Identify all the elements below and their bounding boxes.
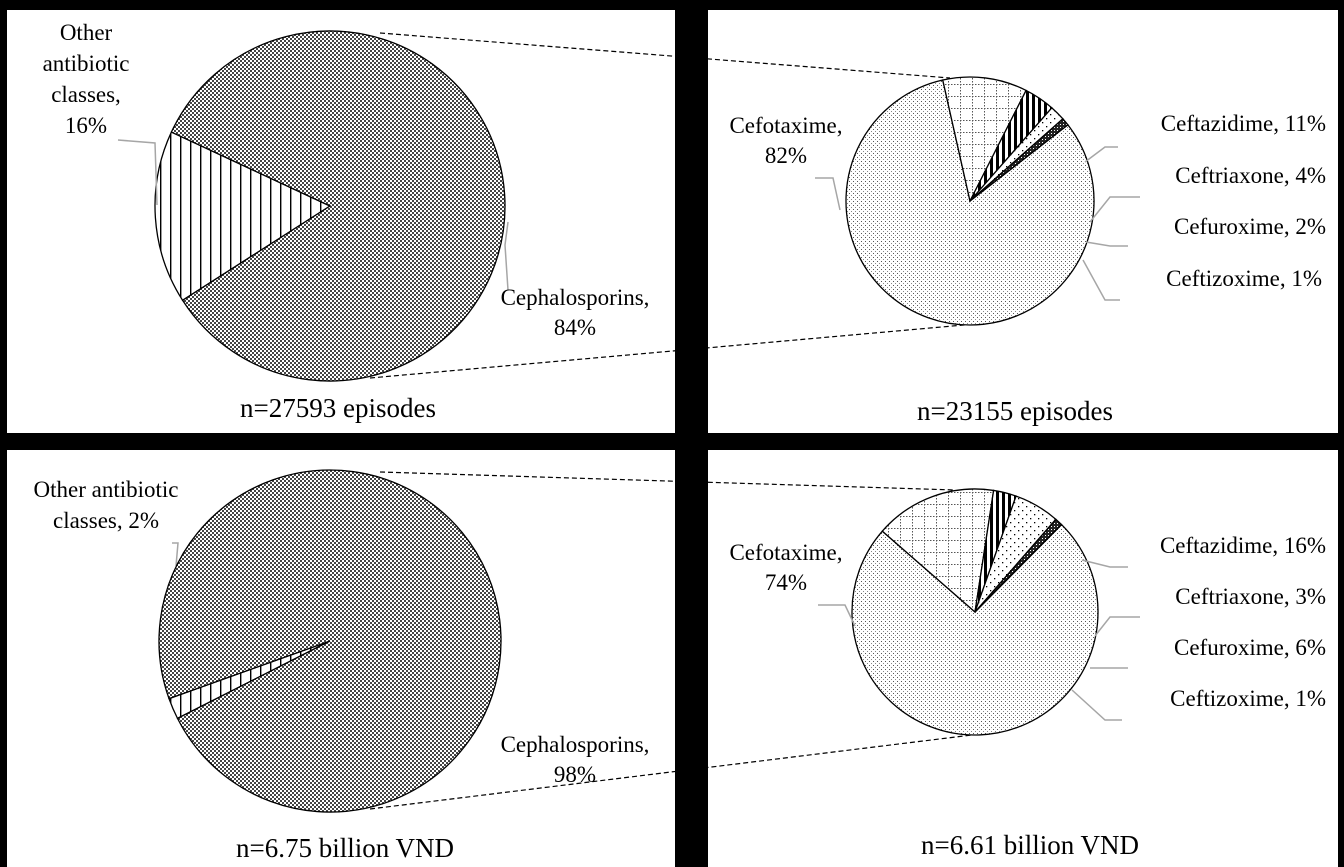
leader-line: [1082, 259, 1120, 301]
connector-dashed-line: [379, 32, 951, 79]
pie-chart-1: Other antibiotic classes, 16% Cephalosporins…: [43, 20, 650, 423]
pie-slice: [851, 523, 1099, 736]
connector-dashed-line: [369, 323, 976, 379]
leader-line: [815, 177, 841, 211]
leader-line: [818, 604, 856, 627]
slice-label: Ceftriaxone, 3%: [1175, 584, 1326, 609]
pie-slice: [974, 518, 1063, 613]
chart-caption: n=27593 episodes: [240, 393, 436, 423]
pie-slice: [170, 30, 506, 382]
slice-label: Other antibiotic classes, 16%: [43, 20, 130, 138]
slice-label: Cefotaxime, 82%: [729, 113, 842, 168]
connector-dashed-line: [379, 471, 956, 491]
leader-line: [1081, 559, 1128, 568]
leader-line: [1071, 689, 1122, 721]
pie-slice: [154, 131, 332, 302]
pie-slice: [158, 469, 502, 813]
leader-line: [1089, 196, 1140, 223]
connector-dashed-line: [369, 733, 981, 810]
pie-chart-4: Cefotaxime, 74% Ceftazidime, 16% Ceftriaxon…: [729, 488, 1326, 860]
leader-line: [1085, 241, 1128, 247]
leader-line: [172, 542, 179, 567]
leader-line: [117, 139, 158, 206]
slice-label: Ceftizoxime, 1%: [1166, 266, 1322, 291]
chart-caption: n=6.75 billion VND: [236, 833, 454, 863]
leader-line: [504, 221, 509, 291]
leader-line: [1094, 616, 1140, 637]
leader-line: [1084, 146, 1118, 163]
pie-slice: [941, 76, 1027, 203]
slice-label: Cefuroxime, 6%: [1174, 635, 1326, 660]
slice-label: Ceftizoxime, 1%: [1170, 686, 1326, 711]
slice-label: Other antibiotic classes, 2%: [34, 477, 179, 533]
slice-label: Cephalosporins, 98%: [501, 732, 650, 787]
pie-slice: [969, 117, 1069, 202]
slice-label: Ceftazidime, 16%: [1160, 533, 1326, 558]
pie-chart-3: Other antibiotic classes, 2% Cephalosporin…: [34, 469, 650, 863]
slice-label: Cephalosporins, 84%: [501, 285, 650, 340]
chart-caption: n=6.61 billion VND: [921, 830, 1139, 860]
chart-caption: n=23155 episodes: [917, 396, 1113, 426]
slice-label: Ceftazidime, 11%: [1161, 111, 1326, 136]
slice-label: Cefotaxime, 74%: [729, 540, 842, 595]
slice-label: Cefuroxime, 2%: [1174, 214, 1326, 239]
pie-chart-2: Cefotaxime, 82% Ceftazidime, 11% Ceftriaxon…: [729, 76, 1326, 426]
slice-label: Ceftriaxone, 4%: [1175, 163, 1326, 188]
pie-slice: [881, 488, 995, 614]
pie-connector-lines: [369, 32, 981, 810]
pie-slice: [845, 79, 1095, 326]
